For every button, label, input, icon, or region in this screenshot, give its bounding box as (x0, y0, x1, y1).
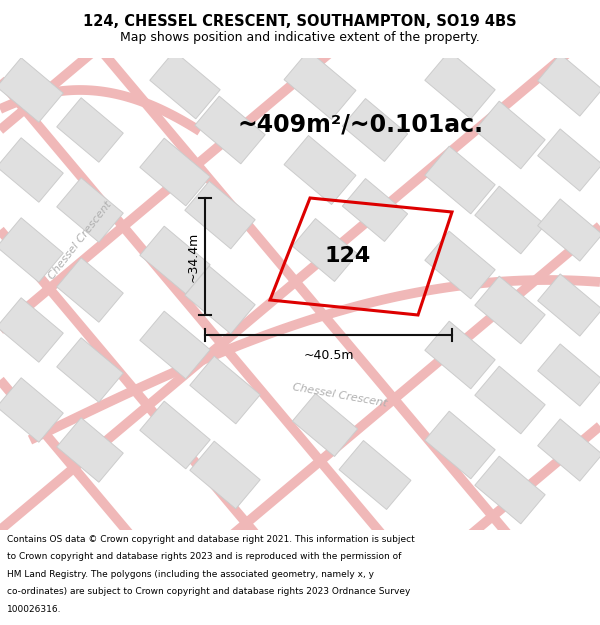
Polygon shape (475, 276, 545, 344)
Polygon shape (538, 274, 600, 336)
Text: ~34.4m: ~34.4m (187, 231, 199, 282)
Polygon shape (292, 394, 358, 456)
Text: ~409m²/~0.101ac.: ~409m²/~0.101ac. (237, 113, 483, 137)
Polygon shape (284, 136, 356, 204)
Polygon shape (292, 219, 358, 281)
Polygon shape (538, 129, 600, 191)
Text: to Crown copyright and database rights 2023 and is reproduced with the permissio: to Crown copyright and database rights 2… (7, 552, 401, 561)
Polygon shape (339, 441, 411, 509)
Polygon shape (57, 98, 123, 162)
Polygon shape (140, 401, 210, 469)
Polygon shape (0, 298, 63, 362)
Polygon shape (475, 456, 545, 524)
Polygon shape (140, 311, 210, 379)
Polygon shape (140, 138, 210, 206)
Text: HM Land Registry. The polygons (including the associated geometry, namely x, y: HM Land Registry. The polygons (includin… (7, 570, 374, 579)
Polygon shape (0, 138, 63, 202)
Polygon shape (538, 344, 600, 406)
Polygon shape (425, 231, 495, 299)
Polygon shape (425, 146, 495, 214)
Polygon shape (0, 217, 63, 282)
Polygon shape (284, 51, 356, 119)
Text: Map shows position and indicative extent of the property.: Map shows position and indicative extent… (120, 31, 480, 44)
Polygon shape (475, 366, 545, 434)
Polygon shape (425, 51, 495, 119)
Polygon shape (538, 419, 600, 481)
Text: co-ordinates) are subject to Crown copyright and database rights 2023 Ordnance S: co-ordinates) are subject to Crown copyr… (7, 588, 410, 596)
Polygon shape (475, 101, 545, 169)
Polygon shape (57, 418, 123, 482)
Polygon shape (425, 321, 495, 389)
Polygon shape (343, 99, 407, 161)
Text: 124: 124 (325, 246, 371, 266)
Text: Contains OS data © Crown copyright and database right 2021. This information is : Contains OS data © Crown copyright and d… (7, 535, 415, 544)
Polygon shape (185, 266, 255, 334)
Polygon shape (195, 96, 265, 164)
Polygon shape (475, 186, 545, 254)
Text: ~40.5m: ~40.5m (303, 349, 354, 362)
Polygon shape (150, 51, 220, 119)
Polygon shape (57, 177, 123, 242)
Polygon shape (425, 411, 495, 479)
Text: Chessel Crescent: Chessel Crescent (292, 382, 388, 408)
Polygon shape (57, 338, 123, 402)
Polygon shape (190, 441, 260, 509)
Polygon shape (190, 356, 260, 424)
Polygon shape (538, 199, 600, 261)
Polygon shape (538, 54, 600, 116)
Text: 100026316.: 100026316. (7, 605, 62, 614)
Polygon shape (140, 226, 210, 294)
Polygon shape (0, 58, 63, 122)
Polygon shape (343, 179, 407, 241)
Text: 124, CHESSEL CRESCENT, SOUTHAMPTON, SO19 4BS: 124, CHESSEL CRESCENT, SOUTHAMPTON, SO19… (83, 14, 517, 29)
Text: Chessel Crescent: Chessel Crescent (47, 199, 113, 281)
Polygon shape (185, 181, 255, 249)
Polygon shape (0, 378, 63, 442)
Polygon shape (57, 258, 123, 322)
